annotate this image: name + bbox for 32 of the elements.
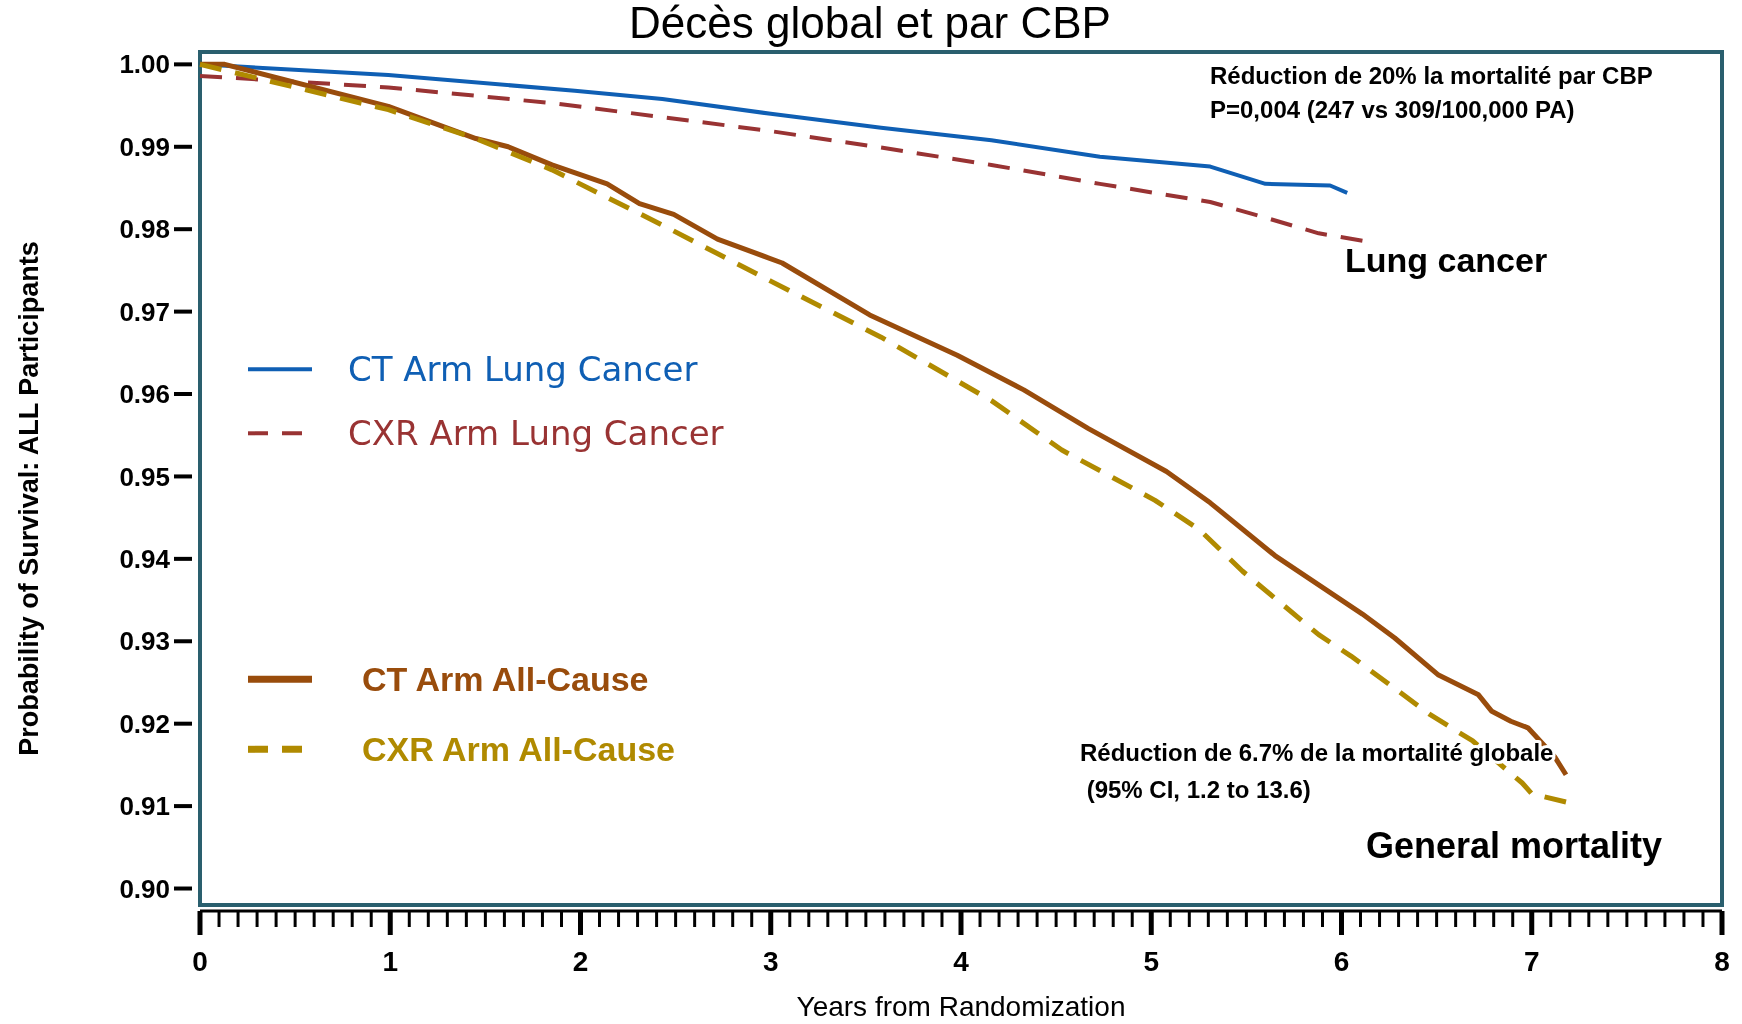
- x-tick-label: 3: [762, 946, 779, 977]
- y-tick-label: 0.91: [119, 791, 170, 822]
- x-tick-label: 2: [572, 946, 589, 977]
- y-tick-label: 0.94: [119, 543, 171, 574]
- annotation: (95% CI, 1.2 to 13.6): [1080, 776, 1311, 803]
- x-tick-label: 1: [382, 946, 399, 977]
- x-tick-label: 5: [1143, 946, 1160, 977]
- legend-label: CT Arm All-Cause: [362, 660, 649, 699]
- y-tick-label: 0.95: [119, 461, 170, 492]
- x-tick-label: 7: [1523, 946, 1540, 977]
- y-axis-title: Probability of Survival: ALL Participants: [14, 241, 44, 756]
- y-tick-label: 0.97: [119, 296, 170, 327]
- x-tick-label: 0: [192, 946, 208, 977]
- legend-label: CT Arm Lung Cancer: [348, 349, 698, 390]
- y-tick-label: 0.98: [119, 214, 170, 245]
- x-axis-title: Years from Randomization: [796, 991, 1126, 1022]
- x-tick-label: 4: [953, 946, 970, 977]
- legend-label: CXR Arm All-Cause: [362, 730, 675, 769]
- annotation: Réduction de 20% la mortalité par CBP: [1210, 62, 1653, 89]
- chart-title: Décès global et par CBP: [629, 0, 1111, 47]
- y-tick-label: 0.90: [119, 873, 170, 904]
- y-tick-label: 0.99: [119, 131, 170, 162]
- annotation: Lung cancer: [1345, 241, 1548, 279]
- y-tick-label: 0.96: [119, 379, 170, 410]
- annotation: General mortality: [1366, 825, 1663, 866]
- annotation: P=0,004 (247 vs 309/100,000 PA): [1210, 96, 1575, 123]
- x-tick-label: 8: [1714, 946, 1730, 977]
- y-tick-label: 0.93: [119, 626, 170, 657]
- y-tick-label: 0.92: [119, 708, 170, 739]
- legend-label: CXR Arm Lung Cancer: [348, 413, 724, 454]
- y-tick-label: 1.00: [119, 49, 170, 80]
- x-tick-label: 6: [1333, 946, 1350, 977]
